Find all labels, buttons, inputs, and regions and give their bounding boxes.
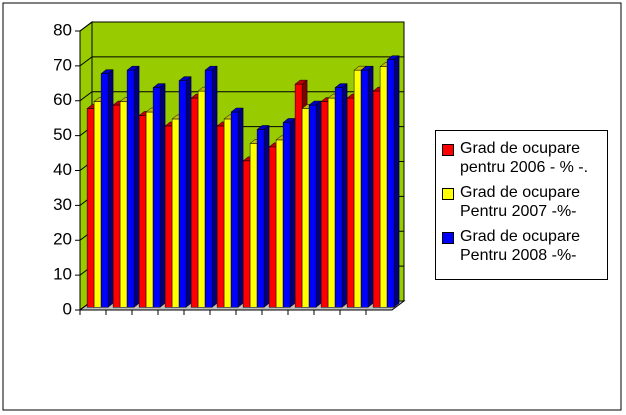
bar-side (315, 100, 322, 308)
bar-side (393, 55, 400, 308)
bar-front (282, 122, 291, 308)
bar-front (327, 97, 336, 308)
bar-top (230, 107, 244, 113)
legend-label: Grad de ocupare Pentru 2008 -%- (460, 228, 581, 264)
bar (256, 124, 270, 308)
bar-front (353, 69, 362, 308)
bar-side (185, 76, 192, 308)
bar (126, 65, 140, 308)
bar-front (379, 66, 388, 308)
bar-front (145, 111, 154, 308)
legend-swatch (442, 232, 454, 244)
bar-front (112, 104, 121, 308)
bar-front (204, 69, 213, 308)
bar-side (341, 83, 348, 308)
bar-side (211, 65, 218, 308)
y-tick-label: 40 (53, 160, 72, 179)
bar (100, 69, 114, 308)
y-tick-label: 20 (53, 230, 72, 249)
bar (178, 76, 192, 308)
bar (152, 83, 166, 308)
bar-front (119, 101, 128, 308)
bar-top (334, 83, 348, 88)
bar-side (133, 65, 140, 308)
bar-front (230, 111, 239, 308)
bar-front (256, 129, 265, 308)
bar-front (152, 87, 161, 308)
bar-front (93, 101, 102, 308)
bar-top (126, 65, 140, 71)
bar-top (204, 65, 218, 71)
bar-front (126, 69, 135, 308)
grid-line (79, 21, 404, 32)
bar-front (334, 87, 343, 308)
bar-front (301, 108, 310, 308)
bar (334, 83, 348, 308)
bar-front (268, 146, 277, 308)
bar-front (275, 139, 284, 308)
bar-front (164, 125, 173, 308)
y-tick-label: 30 (53, 195, 72, 214)
y-tick-label: 0 (63, 299, 72, 318)
bar-front (178, 80, 187, 308)
bar-side (159, 83, 166, 308)
y-tick-label: 70 (53, 55, 72, 74)
bar-front (171, 118, 180, 308)
bar-front (249, 143, 258, 308)
bar-front (294, 83, 303, 308)
legend-item: Grad de ocupare pentru 2006 - % -. (442, 139, 603, 177)
bar-front (197, 90, 206, 308)
y-tick-label: 10 (53, 265, 72, 284)
legend-swatch (442, 188, 454, 200)
bar (204, 65, 218, 308)
bar-side (367, 65, 374, 308)
y-tick-label: 60 (53, 90, 72, 109)
legend-label: Grad de ocupare pentru 2006 - % -. (460, 140, 589, 176)
bar-front (242, 160, 251, 308)
bar-top (100, 69, 114, 74)
bar-top (256, 125, 270, 130)
y-tick-label: 80 (53, 20, 72, 39)
bar-front (190, 97, 199, 308)
bar-side (107, 69, 114, 308)
bar-top (152, 83, 166, 88)
grid-line (79, 56, 404, 67)
bar (308, 100, 322, 308)
legend-item: Grad de ocupare Pentru 2007 -%- (442, 183, 603, 221)
bar (282, 117, 296, 308)
bar-front (372, 90, 381, 308)
bar-front (386, 59, 395, 308)
legend-item: Grad de ocupare Pentru 2008 -%- (442, 227, 603, 265)
bar-front (223, 118, 232, 308)
y-tick-label: 50 (53, 125, 72, 144)
legend-swatch (442, 144, 454, 156)
bar (386, 55, 400, 308)
bar-side (263, 124, 270, 308)
bar-front (308, 104, 317, 308)
bar (360, 65, 374, 308)
legend: Grad de ocupare pentru 2006 - % -. Grad d… (435, 130, 608, 280)
bar-top (308, 100, 322, 106)
bar-front (100, 73, 109, 308)
bar-front (360, 69, 369, 308)
bar-front (320, 101, 329, 308)
bar-front (216, 125, 225, 308)
bar-top (178, 76, 192, 81)
bar-front (138, 115, 147, 308)
bar-side (289, 117, 296, 308)
legend-label: Grad de ocupare Pentru 2007 -%- (460, 184, 581, 220)
bar-top (386, 55, 400, 60)
bar-front (86, 108, 95, 308)
bar-top (294, 79, 308, 85)
bar-top (360, 65, 374, 71)
bar (230, 107, 244, 308)
bar-side (237, 107, 244, 308)
bar-front (346, 97, 355, 308)
